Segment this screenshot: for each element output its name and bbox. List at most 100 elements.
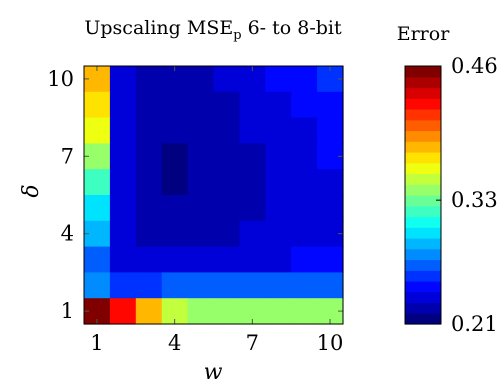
heatmap-cell (109, 66, 137, 93)
heatmap-cell (291, 143, 318, 170)
colorbar-band (405, 281, 441, 293)
colorbar-frame (404, 65, 442, 325)
colorbar-band (405, 98, 441, 110)
heatmap-cell (84, 91, 111, 119)
colorbar-tick-label: 0.21 (451, 312, 498, 336)
heatmap-cell (291, 66, 318, 93)
colorbar-band (405, 130, 441, 142)
heatmap-cell (109, 298, 137, 325)
heatmap-cell (84, 195, 111, 222)
x-tick-label: 7 (246, 331, 259, 355)
heatmap-cell (213, 143, 240, 170)
heatmap-cell (135, 143, 163, 170)
heatmap-cell (161, 117, 189, 144)
x-tick-label: 1 (90, 331, 103, 355)
heatmap-cell (187, 66, 215, 93)
heatmap-cell (213, 91, 240, 119)
heatmap-cell (265, 246, 292, 273)
colorbar-tick-label: 0.46 (451, 54, 498, 78)
heatmap-cell (213, 246, 240, 273)
y-tick-label: 1 (61, 299, 74, 323)
heatmap-cell (161, 246, 189, 273)
colorbar-band (405, 173, 441, 185)
colorbar-band (405, 184, 441, 196)
heatmap-cell (109, 272, 137, 299)
heatmap-cell (265, 117, 292, 144)
heatmap-cell (265, 143, 292, 170)
x-tick-labels: 1 4 7 10 (90, 331, 343, 355)
colorbar-band (405, 238, 441, 250)
colorbar-band (405, 302, 441, 314)
heatmap-frame (83, 65, 344, 325)
heatmap-cell (265, 169, 292, 196)
colorbar (405, 65, 441, 325)
colorbar-label: Error (397, 23, 450, 45)
heatmap-cell (239, 91, 266, 119)
heatmap-cell (109, 143, 137, 170)
y-tick-label: 7 (61, 144, 74, 168)
colorbar-band (405, 216, 441, 228)
heatmap-cell (135, 220, 163, 248)
y-tick-label: 10 (47, 67, 74, 91)
colorbar-band (405, 259, 441, 271)
heatmap-cell (317, 91, 344, 119)
heatmap-cell (265, 298, 292, 325)
heatmap-cell (265, 66, 292, 93)
heatmap-cell (109, 91, 137, 119)
colorbar-band (405, 119, 441, 132)
heatmap-cell (213, 298, 240, 325)
y-tick-label: 4 (61, 222, 74, 246)
colorbar-band (405, 227, 441, 239)
colorbar-band (405, 313, 441, 325)
heatmap-cell (265, 272, 292, 299)
heatmap-cell (317, 117, 344, 144)
heatmap-cell (84, 246, 111, 273)
heatmap-cell (187, 143, 215, 170)
heatmap-cell (291, 220, 318, 248)
heatmap-cell (239, 169, 266, 196)
heatmap-cell (135, 246, 163, 273)
y-tick-labels: 1 4 7 10 (47, 67, 74, 323)
heatmap-cell (291, 298, 318, 325)
heatmap-cell (291, 117, 318, 144)
heatmap-cell (161, 143, 189, 170)
heatmap-cell (213, 66, 240, 93)
heatmap-cell (161, 272, 189, 299)
heatmap-cell (239, 272, 266, 299)
heatmap-cell (109, 246, 137, 273)
colorbar-band (405, 76, 441, 89)
heatmap-cell (161, 195, 189, 222)
heatmap-cell (187, 195, 215, 222)
heatmap-cell (291, 91, 318, 119)
heatmap-cell (317, 246, 344, 273)
heatmap-cell (187, 169, 215, 196)
heatmap-cell (84, 272, 111, 299)
heatmap-cell (187, 220, 215, 248)
heatmap-cell (239, 117, 266, 144)
heatmap-cell (265, 220, 292, 248)
heatmap-cell (161, 91, 189, 119)
colorbar-tick-labels: 0.21 0.33 0.46 (451, 54, 498, 336)
heatmap-cell (187, 117, 215, 144)
heatmap-cell (109, 220, 137, 248)
heatmap-cell (135, 91, 163, 119)
heatmap-cell (317, 195, 344, 222)
heatmap-cell (239, 246, 266, 273)
colorbar-band (405, 205, 441, 218)
heatmap-cell (135, 117, 163, 144)
heatmap-cell (213, 220, 240, 248)
colorbar-band (405, 87, 441, 99)
heatmap-cell (135, 298, 163, 325)
colorbar-band (405, 291, 441, 304)
heatmap-cell (187, 272, 215, 299)
heatmap-cell (317, 169, 344, 196)
heatmap-cells (84, 66, 344, 325)
heatmap-cell (239, 220, 266, 248)
heatmap-cell (291, 246, 318, 273)
colorbar-band (405, 141, 441, 153)
heatmap-cell (239, 143, 266, 170)
x-tick-label: 10 (317, 331, 344, 355)
heatmap-cell (109, 169, 137, 196)
x-tick-label: 4 (168, 331, 181, 355)
heatmap-cell (265, 195, 292, 222)
